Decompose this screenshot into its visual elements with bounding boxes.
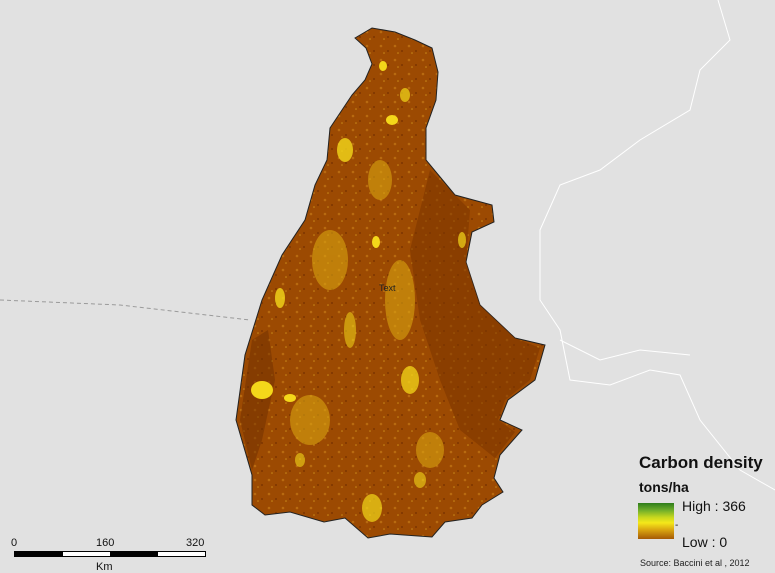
legend-unit: tons/ha	[639, 479, 689, 495]
legend-title: Carbon density	[639, 453, 763, 472]
scalebar-tick-160: 160	[96, 537, 115, 549]
legend-mid-tick: -	[675, 520, 679, 531]
state-border-east	[539, 0, 775, 491]
high-density-patches	[251, 61, 466, 522]
scalebar-tick-320: 320	[186, 537, 205, 549]
state-border-west	[0, 299, 251, 321]
legend-low-label: Low : 0	[682, 534, 728, 550]
region-dark-east	[410, 170, 540, 458]
medium-density-patches	[290, 160, 444, 468]
region-dark-west	[240, 330, 275, 470]
legend-color-ramp	[638, 503, 674, 539]
state-border-south	[559, 339, 691, 361]
legend-high-label: High : 366	[682, 498, 746, 514]
source-citation: Source: Baccini et al , 2012	[640, 558, 750, 568]
scalebar	[14, 551, 206, 557]
scalebar-unit: Km	[96, 561, 113, 573]
map-label: Text	[379, 283, 396, 293]
scalebar-tick-0: 0	[11, 537, 18, 549]
